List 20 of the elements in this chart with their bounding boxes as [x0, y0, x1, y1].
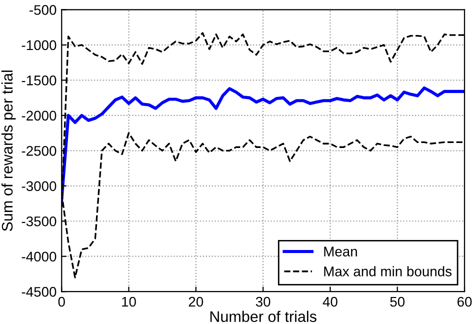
- x-tick-label: 60: [458, 296, 472, 307]
- x-axis-title: Number of trials: [210, 310, 316, 322]
- y-tick-label: -4000: [22, 252, 56, 262]
- y-tick-label: -3500: [22, 216, 56, 226]
- y-tick-label: -3000: [22, 181, 56, 192]
- y-tick-label: -4500: [22, 286, 56, 297]
- legend-label: Max and min bounds: [324, 266, 452, 276]
- legend-label: Mean: [324, 246, 357, 256]
- x-tick-label: 50: [390, 296, 405, 307]
- y-axis-title: Sum of rewards per trial: [1, 70, 16, 232]
- y-tick-label: -2000: [22, 110, 56, 121]
- x-tick-label: 40: [322, 296, 338, 307]
- x-tick-label: 10: [122, 296, 136, 307]
- x-tick-label: 30: [256, 296, 270, 307]
- x-tick-label: 20: [188, 296, 204, 307]
- y-tick-label: -500: [30, 5, 56, 15]
- y-tick-label: -2500: [22, 146, 56, 156]
- y-tick-label: -1000: [22, 40, 56, 50]
- x-tick-label: 0: [58, 296, 65, 307]
- y-tick-label: -1500: [22, 76, 56, 86]
